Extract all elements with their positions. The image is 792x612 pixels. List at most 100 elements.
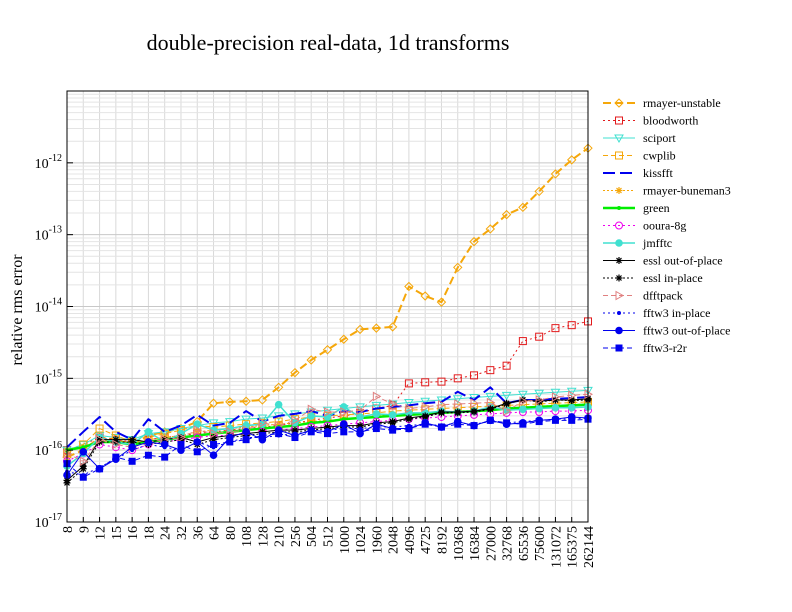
data-point bbox=[567, 403, 576, 412]
data-point bbox=[128, 443, 136, 451]
x-tick-label: 27000 bbox=[484, 526, 499, 561]
legend-marker bbox=[615, 257, 623, 264]
legend-item: fftw3-r2r bbox=[603, 341, 687, 355]
data-point bbox=[436, 297, 447, 307]
data-point bbox=[420, 291, 430, 301]
data-point bbox=[193, 428, 201, 436]
legend-item: jmfftc bbox=[603, 236, 672, 250]
legend-label: green bbox=[643, 201, 670, 215]
data-point bbox=[534, 186, 544, 197]
data-point bbox=[405, 415, 413, 423]
data-point bbox=[470, 408, 478, 416]
x-tick-label: 108 bbox=[240, 526, 255, 547]
data-point bbox=[210, 428, 219, 439]
x-tick-label: 32 bbox=[175, 526, 190, 540]
data-point bbox=[322, 345, 333, 355]
data-point bbox=[339, 334, 349, 344]
data-point bbox=[193, 420, 202, 428]
data-point bbox=[389, 419, 397, 427]
x-tick-label: 24 bbox=[159, 526, 174, 540]
legend-item: fftw3 out-of-place bbox=[603, 324, 730, 338]
data-point bbox=[437, 377, 446, 386]
data-point bbox=[568, 397, 576, 405]
data-point bbox=[208, 398, 219, 408]
data-point bbox=[177, 432, 186, 443]
data-point bbox=[307, 412, 316, 420]
legend-label: bloodworth bbox=[643, 114, 698, 128]
legend-item: cwplib bbox=[603, 149, 676, 163]
x-tick-label: 128 bbox=[256, 526, 271, 547]
data-point bbox=[486, 416, 494, 424]
x-tick-label: 1000 bbox=[338, 526, 353, 554]
data-point bbox=[356, 405, 366, 416]
data-point bbox=[485, 224, 496, 234]
data-point bbox=[519, 420, 527, 428]
data-point bbox=[159, 428, 170, 437]
x-tick-label: 504 bbox=[305, 526, 320, 547]
data-point bbox=[193, 438, 202, 446]
data-point bbox=[356, 413, 364, 421]
y-tick-base: 10 bbox=[35, 229, 49, 244]
data-point bbox=[387, 400, 398, 409]
x-tick-label: 80 bbox=[224, 526, 239, 540]
data-point bbox=[421, 378, 430, 387]
legend-label: essl out-of-place bbox=[643, 254, 723, 268]
legend-label: cwplib bbox=[643, 149, 676, 163]
data-point bbox=[341, 417, 346, 422]
data-point bbox=[209, 451, 218, 460]
data-point bbox=[112, 439, 121, 450]
data-point bbox=[144, 451, 152, 459]
data-point bbox=[389, 399, 398, 409]
x-tick-label: 1960 bbox=[370, 526, 385, 554]
series-layer bbox=[62, 143, 594, 487]
data-point bbox=[470, 422, 478, 430]
y-tick-label: 10-15 bbox=[35, 368, 62, 387]
data-point bbox=[371, 401, 382, 411]
y-tick-base: 10 bbox=[35, 157, 49, 172]
data-point bbox=[469, 236, 479, 247]
data-point bbox=[405, 425, 413, 433]
data-point bbox=[128, 457, 136, 465]
legend-item: rmayer-buneman3 bbox=[603, 184, 731, 198]
data-point bbox=[177, 440, 185, 448]
data-point bbox=[307, 428, 315, 436]
data-point bbox=[340, 407, 349, 417]
x-tick-label: 12 bbox=[94, 526, 109, 540]
data-point bbox=[372, 410, 381, 418]
data-point bbox=[177, 446, 185, 454]
y-tick-exponent: -14 bbox=[49, 297, 62, 308]
legend-label: fftw3 out-of-place bbox=[643, 324, 730, 338]
data-point bbox=[454, 420, 462, 428]
x-tick-label: 2048 bbox=[387, 526, 402, 554]
data-point bbox=[355, 403, 365, 412]
y-tick-base: 10 bbox=[35, 516, 49, 531]
legend-item: bloodworth bbox=[603, 114, 698, 128]
legend-label: fftw3 in-place bbox=[643, 306, 710, 320]
x-tick-label: 4725 bbox=[419, 526, 434, 554]
chart-title: double-precision real-data, 1d transform… bbox=[147, 30, 510, 55]
data-point bbox=[518, 202, 528, 213]
y-tick-exponent: -12 bbox=[49, 153, 62, 164]
data-point bbox=[568, 390, 577, 401]
data-point bbox=[567, 321, 576, 330]
x-tick-label: 1024 bbox=[354, 526, 369, 554]
legend-label: ooura-8g bbox=[643, 219, 686, 233]
legend-label: rmayer-buneman3 bbox=[643, 184, 731, 198]
data-point bbox=[437, 423, 445, 431]
x-tick-label: 16 bbox=[126, 526, 141, 540]
data-point bbox=[452, 395, 463, 404]
data-point bbox=[453, 374, 462, 383]
data-point bbox=[470, 398, 480, 409]
data-point bbox=[387, 322, 398, 332]
data-point bbox=[258, 432, 266, 440]
data-point bbox=[371, 323, 382, 333]
data-point bbox=[454, 409, 462, 417]
data-point bbox=[79, 465, 87, 473]
data-point bbox=[241, 396, 251, 406]
y-tick-base: 10 bbox=[35, 444, 49, 459]
x-tick-label: 165375 bbox=[566, 526, 581, 568]
data-point bbox=[519, 396, 528, 407]
data-point bbox=[112, 453, 120, 461]
legend-label: essl in-place bbox=[643, 271, 703, 285]
